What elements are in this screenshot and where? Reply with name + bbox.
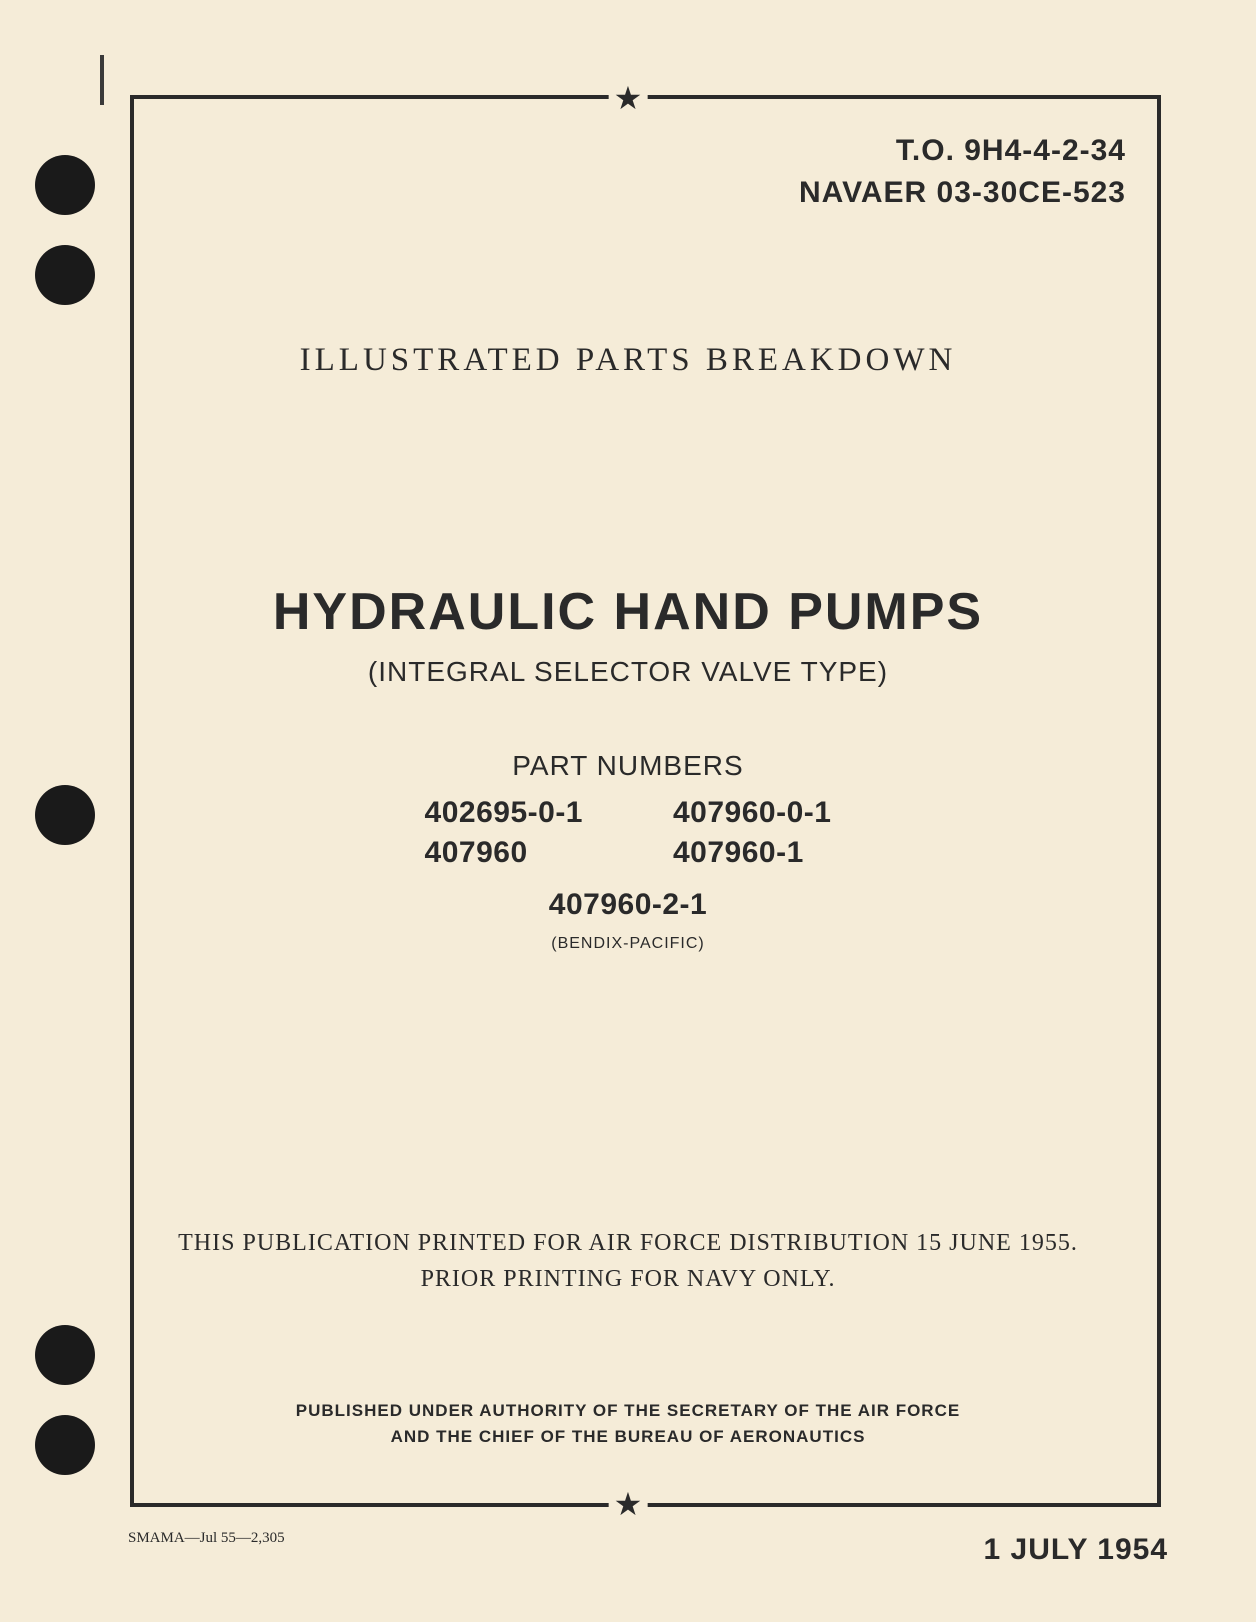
document-page: ★ ★ T.O. 9H4-4-2-34 NAVAER 03-30CE-523 I…	[0, 0, 1256, 1622]
punch-hole	[35, 785, 95, 845]
star-ornament-top: ★	[609, 79, 648, 117]
navaer-code: NAVAER 03-30CE-523	[799, 172, 1126, 214]
distribution-note-line: THIS PUBLICATION PRINTED FOR AIR FORCE D…	[0, 1225, 1256, 1261]
staple-mark	[100, 55, 104, 105]
authority-note-line: PUBLISHED UNDER AUTHORITY OF THE SECRETA…	[0, 1398, 1256, 1424]
distribution-note-line: PRIOR PRINTING FOR NAVY ONLY.	[0, 1261, 1256, 1297]
authority-note: PUBLISHED UNDER AUTHORITY OF THE SECRETA…	[0, 1398, 1256, 1449]
section-title: ILLUSTRATED PARTS BREAKDOWN	[0, 342, 1256, 379]
punch-hole	[35, 155, 95, 215]
authority-note-line: AND THE CHIEF OF THE BUREAU OF AERONAUTI…	[0, 1424, 1256, 1450]
part-number: 407960-2-1	[0, 888, 1256, 922]
part-numbers-heading: PART NUMBERS	[0, 750, 1256, 782]
punch-hole	[35, 1325, 95, 1385]
main-title: HYDRAULIC HAND PUMPS	[0, 582, 1256, 642]
technical-order-code: T.O. 9H4-4-2-34	[799, 130, 1126, 172]
part-number: 407960	[425, 836, 583, 870]
part-number: 402695-0-1	[425, 796, 583, 830]
distribution-note: THIS PUBLICATION PRINTED FOR AIR FORCE D…	[0, 1225, 1256, 1297]
punch-hole	[35, 245, 95, 305]
part-number: 407960-0-1	[673, 796, 831, 830]
subtitle: (INTEGRAL SELECTOR VALVE TYPE)	[0, 656, 1256, 688]
part-numbers-list: 402695-0-1 407960-0-1 407960 407960-1	[425, 796, 832, 870]
document-codes: T.O. 9H4-4-2-34 NAVAER 03-30CE-523	[799, 130, 1126, 214]
manufacturer-label: (BENDIX-PACIFIC)	[0, 935, 1256, 953]
footer-print-info: SMAMA—Jul 55—2,305	[128, 1530, 285, 1547]
star-ornament-bottom: ★	[609, 1485, 648, 1523]
part-number: 407960-1	[673, 836, 831, 870]
footer-date: 1 JULY 1954	[984, 1533, 1168, 1567]
